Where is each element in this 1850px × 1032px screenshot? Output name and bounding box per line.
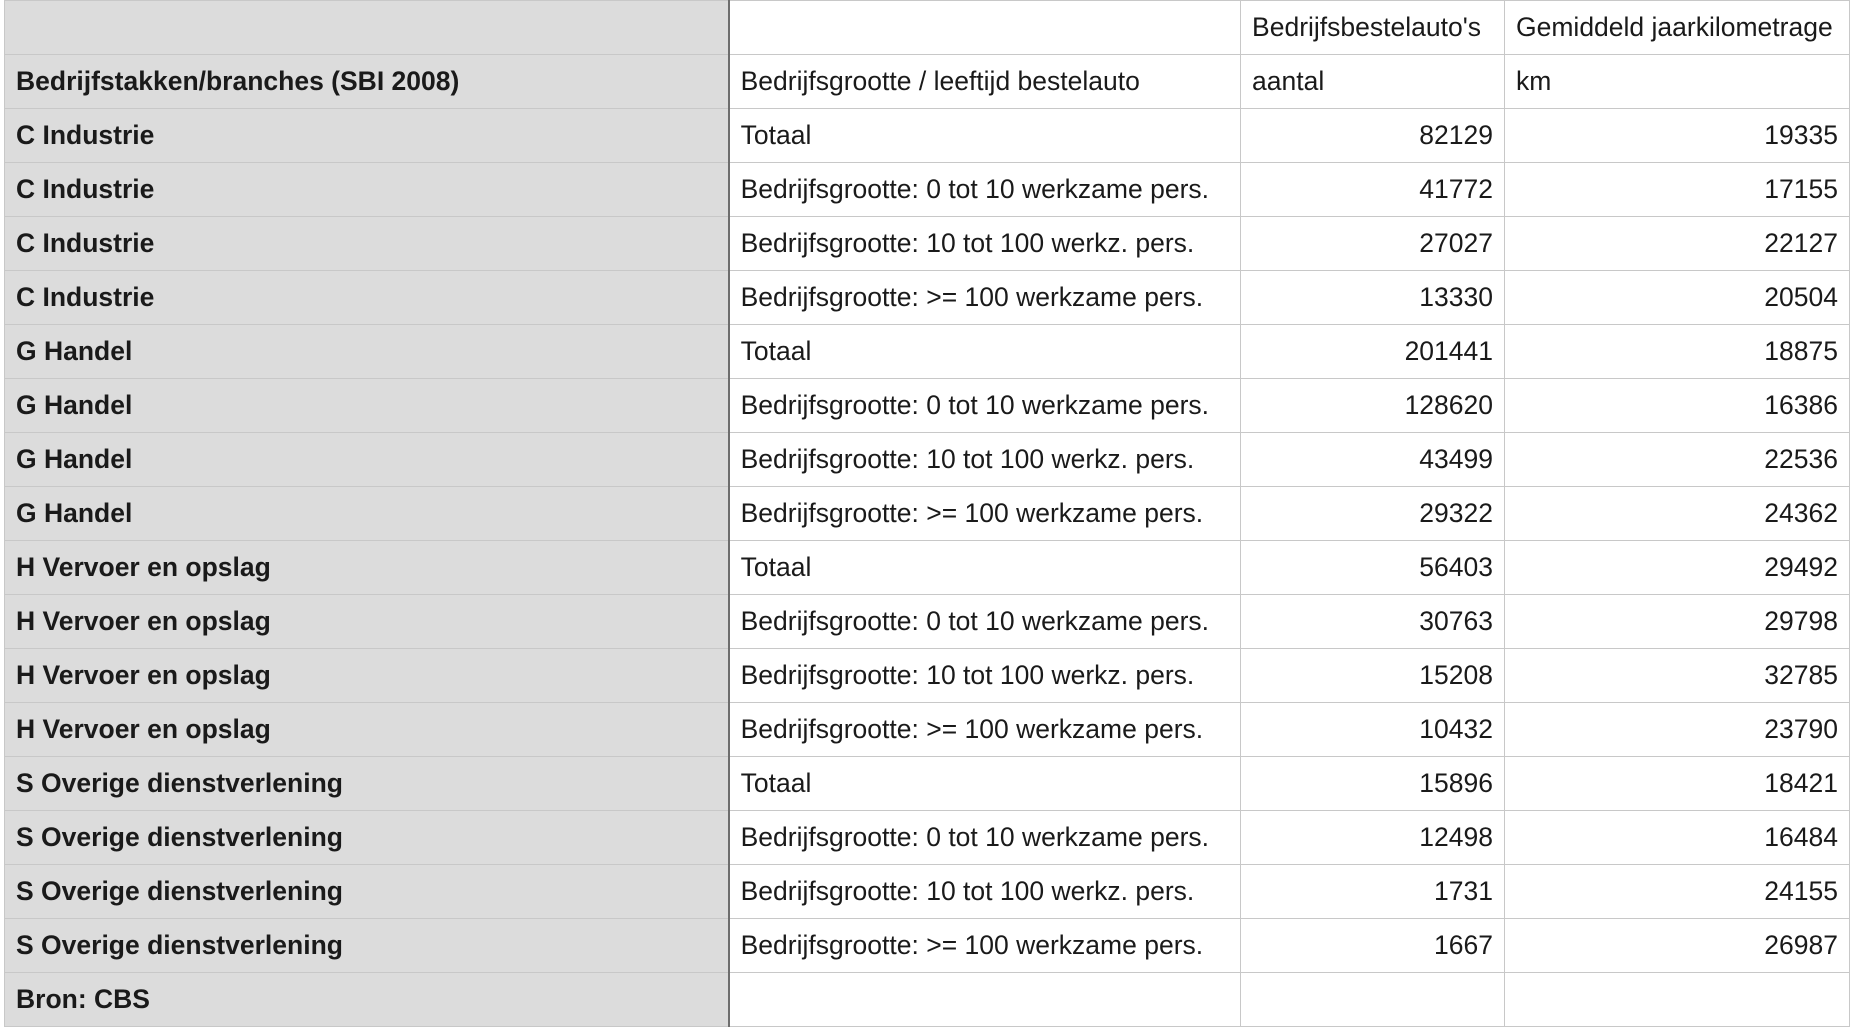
company-size-cell[interactable]: Bedrijfsgrootte: 0 tot 10 werkzame pers. bbox=[728, 810, 1242, 865]
jaarkilometrage-value-cell[interactable]: 19335 bbox=[1504, 108, 1850, 163]
footer-row: Bron: CBS bbox=[3, 972, 1850, 1027]
bestelautos-value-cell[interactable]: 30763 bbox=[1240, 594, 1505, 649]
company-size-cell[interactable]: Bedrijfsgrootte: 10 tot 100 werkz. pers. bbox=[728, 864, 1242, 919]
jaarkilometrage-value-cell[interactable]: 23790 bbox=[1504, 702, 1850, 757]
bestelautos-value-cell[interactable]: 56403 bbox=[1240, 540, 1505, 595]
table-row: H Vervoer en opslag Bedrijfsgrootte: >= 1… bbox=[3, 702, 1850, 757]
sector-cell[interactable]: C Industrie bbox=[3, 216, 730, 271]
sector-cell[interactable]: G Handel bbox=[3, 324, 730, 379]
bestelautos-value-cell[interactable]: 43499 bbox=[1240, 432, 1505, 487]
unit-row: Bedrijfstakken/branches (SBI 2008) Bedri… bbox=[3, 54, 1850, 109]
company-size-cell[interactable]: Bedrijfsgrootte: 0 tot 10 werkzame pers. bbox=[728, 378, 1242, 433]
company-size-cell[interactable]: Bedrijfsgrootte: 0 tot 10 werkzame pers. bbox=[728, 594, 1242, 649]
sector-cell[interactable]: G Handel bbox=[3, 432, 730, 487]
sector-cell[interactable]: H Vervoer en opslag bbox=[3, 540, 730, 595]
sector-cell[interactable]: C Industrie bbox=[3, 162, 730, 217]
company-size-cell[interactable]: Bedrijfsgrootte: >= 100 werkzame pers. bbox=[728, 918, 1242, 973]
jaarkilometrage-value-cell[interactable]: 18875 bbox=[1504, 324, 1850, 379]
company-size-cell[interactable]: Totaal bbox=[728, 324, 1242, 379]
jaarkilometrage-value-cell[interactable]: 29492 bbox=[1504, 540, 1850, 595]
jaarkilometrage-value-cell[interactable]: 29798 bbox=[1504, 594, 1850, 649]
bestelautos-value-cell[interactable]: 10432 bbox=[1240, 702, 1505, 757]
table-row: S Overige dienstverlening Bedrijfsgrootte… bbox=[3, 810, 1850, 865]
header-cell[interactable] bbox=[728, 0, 1242, 55]
sector-cell[interactable]: S Overige dienstverlening bbox=[3, 918, 730, 973]
company-size-cell[interactable]: Bedrijfsgrootte: >= 100 werkzame pers. bbox=[728, 486, 1242, 541]
jaarkilometrage-value-cell[interactable]: 24362 bbox=[1504, 486, 1850, 541]
table-row: G Handel Totaal 201441 18875 bbox=[3, 324, 1850, 379]
data-table: Bedrijfsbestelauto's Gemiddeld jaarkilom… bbox=[3, 0, 1850, 1027]
unit-cell[interactable]: aantal bbox=[1240, 54, 1505, 109]
bestelautos-value-cell[interactable]: 29322 bbox=[1240, 486, 1505, 541]
company-size-cell[interactable]: Bedrijfsgrootte: >= 100 werkzame pers. bbox=[728, 702, 1242, 757]
jaarkilometrage-value-cell[interactable]: 18421 bbox=[1504, 756, 1850, 811]
jaarkilometrage-value-cell[interactable]: 26987 bbox=[1504, 918, 1850, 973]
table-row: C Industrie Bedrijfsgrootte: 0 tot 10 wer… bbox=[3, 162, 1850, 217]
header-cell-bestelautos[interactable]: Bedrijfsbestelauto's bbox=[1240, 0, 1505, 55]
jaarkilometrage-value-cell[interactable]: 22536 bbox=[1504, 432, 1850, 487]
sector-cell[interactable]: H Vervoer en opslag bbox=[3, 702, 730, 757]
table-row: G Handel Bedrijfsgrootte: 10 tot 100 werk… bbox=[3, 432, 1850, 487]
table-row: H Vervoer en opslag Totaal 56403 29492 bbox=[3, 540, 1850, 595]
company-size-cell[interactable]: Totaal bbox=[728, 540, 1242, 595]
header-row: Bedrijfsbestelauto's Gemiddeld jaarkilom… bbox=[3, 0, 1850, 55]
sector-cell[interactable]: S Overige dienstverlening bbox=[3, 864, 730, 919]
sector-cell[interactable]: G Handel bbox=[3, 378, 730, 433]
table-row: S Overige dienstverlening Totaal 15896 1842… bbox=[3, 756, 1850, 811]
source-cell[interactable]: Bron: CBS bbox=[3, 972, 730, 1027]
empty-cell[interactable] bbox=[1240, 972, 1505, 1027]
sector-cell[interactable]: S Overige dienstverlening bbox=[3, 810, 730, 865]
table-row: H Vervoer en opslag Bedrijfsgrootte: 0 to… bbox=[3, 594, 1850, 649]
bestelautos-value-cell[interactable]: 128620 bbox=[1240, 378, 1505, 433]
bestelautos-value-cell[interactable]: 13330 bbox=[1240, 270, 1505, 325]
table-row: C Industrie Bedrijfsgrootte: 10 tot 100 w… bbox=[3, 216, 1850, 271]
table-row: S Overige dienstverlening Bedrijfsgrootte… bbox=[3, 918, 1850, 973]
company-size-cell[interactable]: Bedrijfsgrootte: 10 tot 100 werkz. pers. bbox=[728, 432, 1242, 487]
table-row: G Handel Bedrijfsgrootte: 0 tot 10 werkza… bbox=[3, 378, 1850, 433]
bestelautos-value-cell[interactable]: 201441 bbox=[1240, 324, 1505, 379]
jaarkilometrage-value-cell[interactable]: 22127 bbox=[1504, 216, 1850, 271]
jaarkilometrage-value-cell[interactable]: 16484 bbox=[1504, 810, 1850, 865]
row-header-label[interactable]: Bedrijfstakken/branches (SBI 2008) bbox=[3, 54, 730, 109]
sector-cell[interactable]: C Industrie bbox=[3, 270, 730, 325]
bestelautos-value-cell[interactable]: 1667 bbox=[1240, 918, 1505, 973]
sector-cell[interactable]: C Industrie bbox=[3, 108, 730, 163]
bestelautos-value-cell[interactable]: 1731 bbox=[1240, 864, 1505, 919]
jaarkilometrage-value-cell[interactable]: 24155 bbox=[1504, 864, 1850, 919]
jaarkilometrage-value-cell[interactable]: 20504 bbox=[1504, 270, 1850, 325]
bestelautos-value-cell[interactable]: 15896 bbox=[1240, 756, 1505, 811]
header-cell-jaarkilometrage[interactable]: Gemiddeld jaarkilometrage bbox=[1504, 0, 1850, 55]
company-size-cell[interactable]: Totaal bbox=[728, 756, 1242, 811]
bestelautos-value-cell[interactable]: 27027 bbox=[1240, 216, 1505, 271]
bestelautos-value-cell[interactable]: 15208 bbox=[1240, 648, 1505, 703]
jaarkilometrage-value-cell[interactable]: 32785 bbox=[1504, 648, 1850, 703]
unit-cell[interactable]: km bbox=[1504, 54, 1850, 109]
company-size-cell[interactable]: Bedrijfsgrootte: 0 tot 10 werkzame pers. bbox=[728, 162, 1242, 217]
sector-cell[interactable]: S Overige dienstverlening bbox=[3, 756, 730, 811]
jaarkilometrage-value-cell[interactable]: 16386 bbox=[1504, 378, 1850, 433]
bestelautos-value-cell[interactable]: 41772 bbox=[1240, 162, 1505, 217]
sector-cell[interactable]: G Handel bbox=[3, 486, 730, 541]
sector-cell[interactable]: H Vervoer en opslag bbox=[3, 594, 730, 649]
table-row: G Handel Bedrijfsgrootte: >= 100 werkzame… bbox=[3, 486, 1850, 541]
sector-cell[interactable]: H Vervoer en opslag bbox=[3, 648, 730, 703]
table-row: C Industrie Totaal 82129 19335 bbox=[3, 108, 1850, 163]
bestelautos-value-cell[interactable]: 82129 bbox=[1240, 108, 1505, 163]
company-size-cell[interactable]: Totaal bbox=[728, 108, 1242, 163]
jaarkilometrage-value-cell[interactable]: 17155 bbox=[1504, 162, 1850, 217]
empty-cell[interactable] bbox=[1504, 972, 1850, 1027]
bestelautos-value-cell[interactable]: 12498 bbox=[1240, 810, 1505, 865]
unit-cell[interactable]: Bedrijfsgrootte / leeftijd bestelauto bbox=[728, 54, 1242, 109]
table-row: C Industrie Bedrijfsgrootte: >= 100 werkz… bbox=[3, 270, 1850, 325]
company-size-cell[interactable]: Bedrijfsgrootte: 10 tot 100 werkz. pers. bbox=[728, 216, 1242, 271]
empty-cell[interactable] bbox=[728, 972, 1242, 1027]
header-cell[interactable] bbox=[3, 0, 730, 55]
company-size-cell[interactable]: Bedrijfsgrootte: 10 tot 100 werkz. pers. bbox=[728, 648, 1242, 703]
table-row: S Overige dienstverlening Bedrijfsgrootte… bbox=[3, 864, 1850, 919]
table-row: H Vervoer en opslag Bedrijfsgrootte: 10 t… bbox=[3, 648, 1850, 703]
company-size-cell[interactable]: Bedrijfsgrootte: >= 100 werkzame pers. bbox=[728, 270, 1242, 325]
